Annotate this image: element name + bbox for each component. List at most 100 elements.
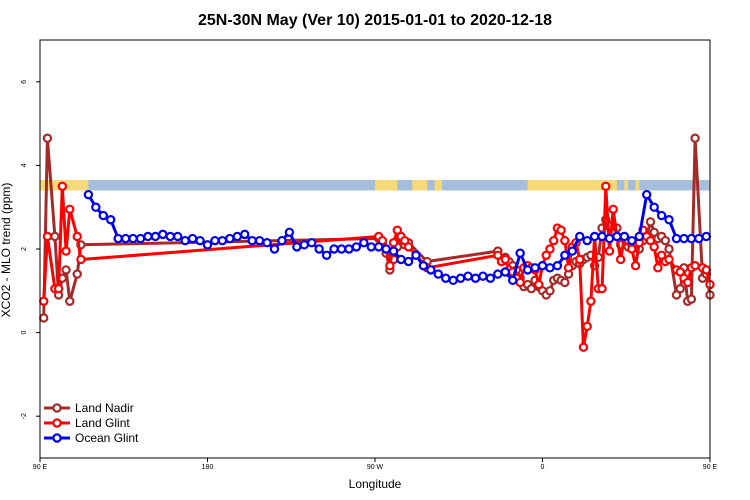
data-point <box>202 240 213 250</box>
data-point <box>359 238 369 248</box>
data-point <box>187 233 198 244</box>
data-point <box>106 215 116 225</box>
data-point <box>548 235 559 246</box>
data-point <box>385 261 395 271</box>
data-point <box>627 244 637 254</box>
x-axis: 90 E 180 90 W 0 90 E <box>33 458 718 471</box>
data-point <box>411 250 421 260</box>
data-point <box>463 271 473 281</box>
data-point <box>634 231 644 242</box>
data-point <box>195 235 205 246</box>
data-point <box>649 202 659 212</box>
legend-item: Land Glint <box>44 416 130 430</box>
data-point <box>262 238 272 248</box>
data-point <box>560 277 570 288</box>
data-point <box>597 231 607 242</box>
data-point <box>560 250 570 260</box>
data-point <box>493 269 503 279</box>
data-point <box>578 342 589 352</box>
y-tick-label: 6 <box>21 80 28 84</box>
data-point <box>210 235 220 246</box>
data-point <box>254 235 265 246</box>
data-point <box>485 273 496 283</box>
data-point <box>113 233 123 244</box>
data-point <box>433 269 443 279</box>
data-point <box>42 133 53 143</box>
data-point <box>478 271 488 281</box>
data-point <box>284 227 295 237</box>
data-point <box>649 242 659 252</box>
data-point <box>232 231 242 242</box>
x-tick-label: 90 E <box>703 464 718 471</box>
data-point <box>582 235 592 246</box>
data-point <box>545 263 555 273</box>
data-point <box>515 248 525 258</box>
data-point <box>645 217 656 227</box>
data-point <box>545 286 555 296</box>
land-band-segment-3 <box>434 180 442 191</box>
x-tick-label: 0 <box>541 464 545 471</box>
series-land-glint <box>39 181 715 352</box>
series-layer <box>39 133 715 352</box>
data-point <box>388 246 399 256</box>
data-point <box>556 225 566 235</box>
data-point <box>575 254 585 265</box>
chart-title: 25N-30N May (Ver 10) 2015-01-01 to 2020-… <box>198 12 552 29</box>
data-point <box>403 256 414 267</box>
data-point <box>65 204 75 214</box>
data-point <box>91 202 101 212</box>
data-point <box>604 233 615 244</box>
data-point <box>173 231 183 242</box>
data-point <box>57 181 68 191</box>
legend-item: Ocean Glint <box>44 431 139 445</box>
x-tick-label: 90 E <box>33 464 48 471</box>
data-point <box>292 242 302 252</box>
data-point <box>388 238 399 248</box>
legend-label: Land Glint <box>75 416 130 430</box>
y-axis: -2 0 2 4 6 <box>21 80 40 419</box>
data-point <box>664 244 674 254</box>
y-tick-label: 4 <box>21 163 28 167</box>
data-point <box>128 233 138 244</box>
data-point <box>664 215 674 225</box>
data-point <box>589 231 600 242</box>
data-point <box>500 254 510 265</box>
data-point <box>381 244 391 254</box>
data-point <box>686 294 697 304</box>
y-tick-label: 0 <box>21 331 28 335</box>
data-point <box>470 273 481 283</box>
data-point <box>61 246 71 256</box>
data-point <box>612 231 622 242</box>
data-point <box>396 254 406 265</box>
data-point <box>217 235 228 246</box>
data-point <box>690 261 700 271</box>
data-point <box>537 261 548 271</box>
data-point <box>277 235 287 246</box>
data-point <box>560 235 570 246</box>
x-tick-label: 90 W <box>367 464 384 471</box>
data-point <box>534 279 544 290</box>
series-ocean-glint <box>83 189 711 286</box>
data-point <box>299 240 309 250</box>
data-point <box>690 133 700 143</box>
data-point <box>321 250 332 260</box>
data-point <box>582 321 592 332</box>
data-point <box>150 231 161 242</box>
legend-swatch-marker <box>52 403 62 413</box>
land-band-segment-1 <box>375 180 398 191</box>
data-point <box>597 284 607 294</box>
data-point <box>515 277 525 288</box>
x-tick-label: 180 <box>202 464 214 471</box>
legend-swatch-marker <box>52 418 62 428</box>
data-point <box>50 231 60 242</box>
legend-label: Land Nadir <box>75 401 134 415</box>
data-point <box>545 244 555 254</box>
land-band-segment-6 <box>635 180 640 191</box>
data-point <box>608 204 618 214</box>
land-band-segment-2 <box>412 180 428 191</box>
data-point <box>675 284 685 294</box>
data-point <box>225 233 235 244</box>
data-point <box>455 273 466 283</box>
data-point <box>418 261 429 271</box>
